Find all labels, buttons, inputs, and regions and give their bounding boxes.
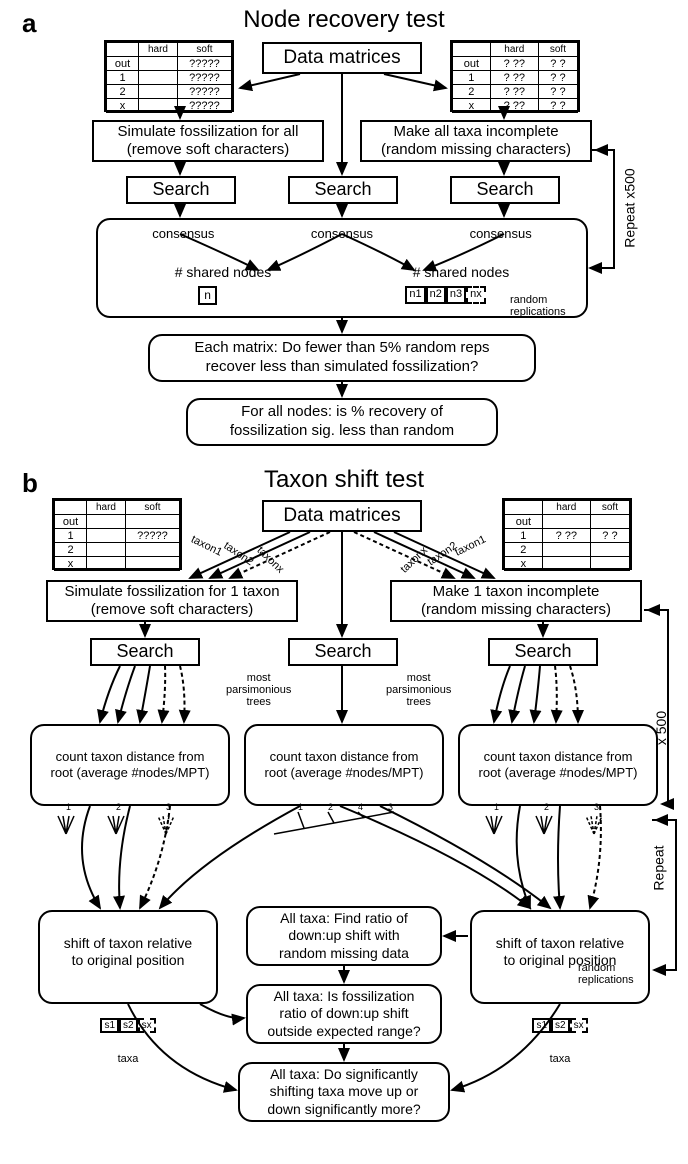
repeat-a: Repeat x500 xyxy=(622,168,638,247)
consensus-3: consensus xyxy=(470,226,532,242)
count-dist-1: count taxon distance from root (average … xyxy=(30,724,230,806)
mpt-1: most parsimonious trees xyxy=(226,672,291,708)
shared-nodes-2: # shared nodes xyxy=(413,264,510,282)
search-b-1: Search xyxy=(90,638,200,666)
shared-nodes-1: # shared nodes xyxy=(175,264,272,282)
shift-rel-2: shift of taxon relative to original posi… xyxy=(470,910,650,1004)
svg-text:3: 3 xyxy=(594,802,599,812)
svg-text:1: 1 xyxy=(494,802,499,812)
svg-text:2: 2 xyxy=(544,802,549,812)
x500-b: x 500 xyxy=(653,711,669,745)
q3-b: All taxa: Do significantly shifting taxa… xyxy=(238,1062,450,1122)
q2-a: For all nodes: is % recovery of fossiliz… xyxy=(186,398,498,446)
q2-b: All taxa: Is fossilization ratio of down… xyxy=(246,984,442,1044)
n-box: n xyxy=(198,286,217,305)
panel-b-title: Taxon shift test xyxy=(0,466,688,494)
svg-text:3: 3 xyxy=(166,802,171,812)
search-a-2: Search xyxy=(288,176,398,204)
sim-fossil-b: Simulate fossilization for 1 taxon (remo… xyxy=(46,580,298,622)
table-b-right: hardsoft out 1? ??? ? 2 x xyxy=(502,498,632,570)
mpt-2: most parsimonious trees xyxy=(386,672,451,708)
svg-text:4: 4 xyxy=(358,802,363,812)
svg-text:1: 1 xyxy=(298,802,303,812)
table-a-left: hardsoft out????? 1????? 2????? x????? xyxy=(104,40,234,112)
taxonx-r: taxonx xyxy=(398,544,430,575)
table-a-right: hardsoft out? ??? ? 1? ??? ? 2? ??? ? x?… xyxy=(450,40,580,112)
q1-a: Each matrix: Do fewer than 5% random rep… xyxy=(148,334,536,382)
panel-a-title: Node recovery test xyxy=(0,6,688,34)
repeat-b: Repeat xyxy=(651,845,667,890)
tree-cladogram: 1 2 4 3 xyxy=(254,800,434,836)
search-a-3: Search xyxy=(450,176,560,204)
table-b-left: hardsoft out 1????? 2 x xyxy=(52,498,182,570)
random-reps-b: random replications xyxy=(578,962,634,986)
sim-fossil-a: Simulate fossilization for all (remove s… xyxy=(92,120,324,162)
svg-text:1: 1 xyxy=(66,802,71,812)
consensus-2: consensus xyxy=(311,226,373,242)
data-matrices-a: Data matrices xyxy=(262,42,422,74)
taxon1-l: taxon1 xyxy=(189,533,224,558)
svg-text:2: 2 xyxy=(116,802,121,812)
taxon1-r: taxon1 xyxy=(453,533,488,558)
count-dist-2: count taxon distance from root (average … xyxy=(244,724,444,806)
shift-rel-1: shift of taxon relative to original posi… xyxy=(38,910,218,1004)
taxon2-r: taxon2 xyxy=(425,540,459,568)
consensus-1: consensus xyxy=(152,226,214,242)
make-incomplete-a: Make all taxa incomplete (random missing… xyxy=(360,120,592,162)
make-incomplete-b: Make 1 taxon incomplete (random missing … xyxy=(390,580,642,622)
random-reps-a: random replications xyxy=(510,294,566,318)
search-b-3: Search xyxy=(488,638,598,666)
search-b-2: Search xyxy=(288,638,398,666)
taxonx-l: taxonx xyxy=(254,544,286,575)
taxon2-l: taxon2 xyxy=(221,540,255,568)
svg-text:2: 2 xyxy=(328,802,333,812)
q1-b: All taxa: Find ratio of down:up shift wi… xyxy=(246,906,442,966)
svg-text:3: 3 xyxy=(388,802,393,812)
count-dist-3: count taxon distance from root (average … xyxy=(458,724,658,806)
search-a-1: Search xyxy=(126,176,236,204)
mini-trees-1: 1 2 3 xyxy=(40,800,220,836)
mini-trees-3: 1 2 3 xyxy=(468,800,648,836)
data-matrices-b: Data matrices xyxy=(262,500,422,532)
